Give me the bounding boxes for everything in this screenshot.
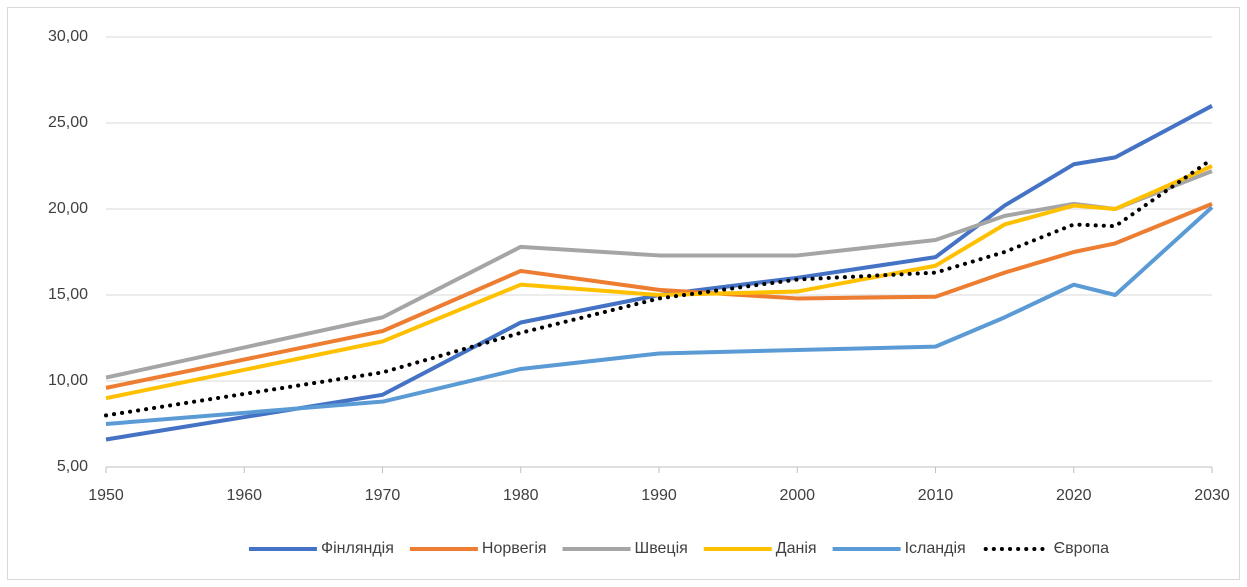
y-tick-label: 20,00 xyxy=(48,200,88,217)
x-tick-label: 2030 xyxy=(1194,487,1230,504)
series-line xyxy=(105,104,1213,442)
series-line xyxy=(104,157,1214,418)
x-tick-label: 1950 xyxy=(88,487,124,504)
x-tick-label: 1980 xyxy=(503,487,539,504)
x-tick-label: 1970 xyxy=(365,487,401,504)
x-tick-label: 2020 xyxy=(1056,487,1092,504)
legend-label: Ісландія xyxy=(905,540,966,557)
y-tick-label: 10,00 xyxy=(48,372,88,389)
y-tick-label: 15,00 xyxy=(48,286,88,303)
y-tick-label: 5,00 xyxy=(57,458,88,475)
y-tick-label: 25,00 xyxy=(48,114,88,131)
legend-label: Фінляндія xyxy=(321,540,394,557)
y-tick-label: 30,00 xyxy=(48,28,88,45)
series-line xyxy=(105,164,1213,401)
series-line xyxy=(105,201,1213,390)
x-tick-label: 1990 xyxy=(641,487,677,504)
x-tick-label: 2010 xyxy=(918,487,954,504)
x-tick-label: 1960 xyxy=(226,487,262,504)
series-line xyxy=(105,205,1214,426)
x-tick-label: 2000 xyxy=(779,487,815,504)
legend-label: Норвегія xyxy=(482,540,547,557)
legend-label: Європа xyxy=(1054,540,1109,557)
legend-label: Швеція xyxy=(635,540,688,557)
legend-label: Данія xyxy=(776,540,817,557)
